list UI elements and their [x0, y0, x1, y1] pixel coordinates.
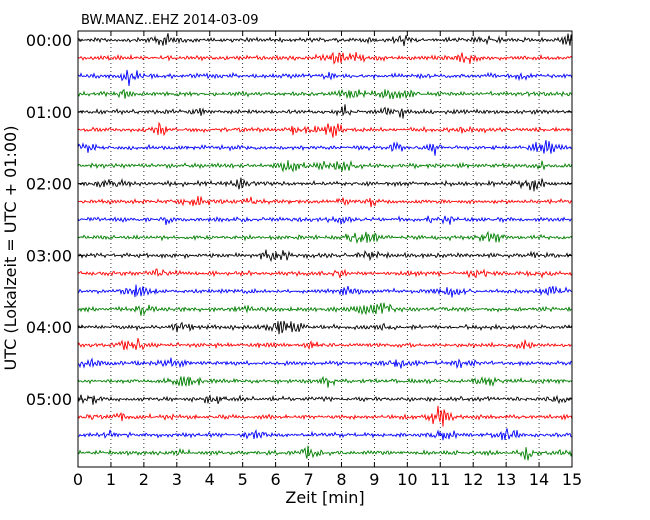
x-tick-label: 0	[73, 470, 83, 489]
trace-line	[77, 357, 573, 369]
x-tick-label: 4	[205, 470, 215, 489]
trace-line	[77, 51, 573, 65]
x-tick-label: 13	[496, 470, 516, 489]
y-tick-label: 02:00	[26, 175, 72, 194]
trace-line	[77, 195, 573, 208]
trace-line	[77, 177, 573, 192]
y-tick-label: 03:00	[26, 246, 72, 265]
trace-line	[77, 121, 573, 138]
y-tick-label: 01:00	[26, 103, 72, 122]
trace-line	[77, 230, 573, 245]
x-axis: 0 1 2 3 4 5 6 7 8 9 10 11 12 13 14 15	[73, 31, 582, 489]
trace-line	[77, 249, 573, 263]
x-tick-label: 10	[397, 470, 417, 489]
trace-line	[77, 140, 573, 156]
trace-line	[77, 284, 573, 298]
plot-frame	[77, 30, 573, 468]
trace-line	[77, 405, 573, 427]
trace-line	[77, 394, 573, 405]
trace-line	[77, 33, 573, 47]
x-tick-label: 15	[562, 470, 582, 489]
trace-line	[77, 302, 573, 316]
x-tick-label: 7	[303, 470, 313, 489]
x-tick-label: 1	[106, 470, 116, 489]
trace-line	[77, 428, 573, 441]
y-tick-label: 05:00	[26, 390, 72, 409]
y-tick-label: 00:00	[26, 31, 72, 50]
x-tick-label: 3	[172, 470, 182, 489]
traces	[77, 33, 573, 461]
x-tick-label: 11	[430, 470, 450, 489]
chart-title: BW.MANZ..EHZ 2014-03-09	[81, 13, 259, 28]
x-tick-label: 5	[238, 470, 248, 489]
trace-line	[77, 88, 573, 100]
x-tick-label: 6	[271, 470, 281, 489]
grid-lines	[110, 31, 540, 467]
y-axis-label: UTC (Lokalzeit = UTC + 01:00)	[1, 126, 20, 371]
trace-line	[77, 159, 573, 173]
trace-line	[77, 445, 573, 461]
trace-line	[77, 268, 573, 279]
x-tick-label: 14	[529, 470, 549, 489]
trace-line	[77, 215, 573, 226]
x-tick-label: 8	[336, 470, 346, 489]
y-axis: 00:00 01:00 02:00 03:00 04:00 05:00	[26, 31, 572, 409]
trace-line	[77, 320, 573, 335]
x-axis-label: Zeit [min]	[285, 488, 364, 507]
x-tick-label: 2	[139, 470, 149, 489]
x-tick-label: 9	[369, 470, 379, 489]
y-tick-label: 04:00	[26, 318, 72, 337]
x-tick-label: 12	[463, 470, 483, 489]
trace-line	[77, 375, 573, 388]
trace-line	[77, 69, 573, 86]
trace-line	[77, 338, 573, 351]
trace-line	[77, 104, 573, 119]
